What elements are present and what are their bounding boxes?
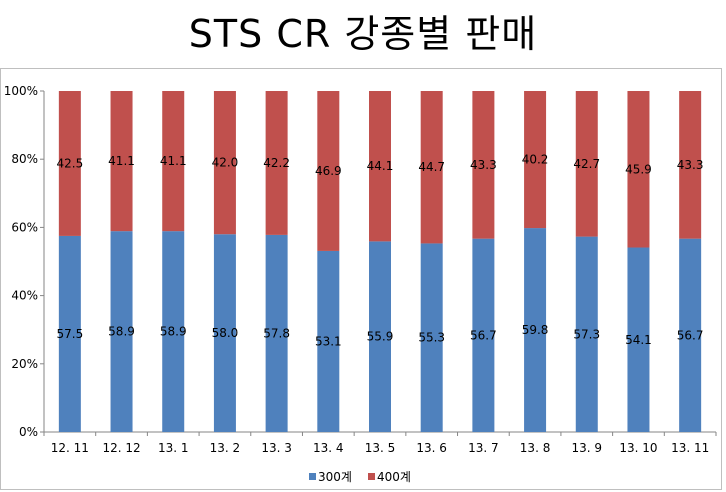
y-tick-label: 0% xyxy=(19,425,38,439)
x-tick-label: 13. 8 xyxy=(520,441,551,455)
bar-series-300 xyxy=(575,236,598,432)
chart-title: STS CR 강종별 판매 xyxy=(188,12,538,56)
bar-series-400 xyxy=(162,91,185,232)
data-label: 58.9 xyxy=(108,325,135,339)
data-label: 55.9 xyxy=(367,330,394,344)
x-tick-label: 13. 10 xyxy=(619,441,657,455)
data-label: 44.7 xyxy=(418,160,445,174)
y-tick-label: 40% xyxy=(11,289,38,303)
x-tick-label: 13. 7 xyxy=(468,441,499,455)
data-label: 58.0 xyxy=(212,326,239,340)
data-label: 41.1 xyxy=(160,154,187,168)
bar-series-400 xyxy=(524,91,547,229)
bar-series-400 xyxy=(575,91,598,237)
bar-series-400 xyxy=(627,91,650,248)
data-label: 55.3 xyxy=(418,331,445,345)
bar-series-400 xyxy=(369,91,391,242)
legend-label: 300계 xyxy=(318,470,352,484)
data-label: 56.7 xyxy=(470,328,497,342)
data-label: 44.1 xyxy=(367,159,394,173)
data-label: 42.5 xyxy=(56,156,83,170)
bar-series-400 xyxy=(317,91,340,251)
data-label: 46.9 xyxy=(315,164,342,178)
bar-series-400 xyxy=(472,91,495,239)
chart-frame xyxy=(0,68,722,490)
data-label: 42.7 xyxy=(573,157,600,171)
bar-series-300 xyxy=(627,247,650,432)
bar-series-300 xyxy=(317,250,340,432)
legend-label: 400계 xyxy=(377,470,411,484)
data-label: 54.1 xyxy=(625,333,652,347)
y-tick-label: 80% xyxy=(11,152,38,166)
bar-series-300 xyxy=(369,241,391,432)
x-tick-label: 13. 3 xyxy=(261,441,292,455)
bar-series-400 xyxy=(213,91,236,235)
bar-series-400 xyxy=(679,91,702,239)
bar-series-300 xyxy=(265,234,288,432)
bar-series-300 xyxy=(162,231,185,432)
x-tick-label: 12. 11 xyxy=(51,441,89,455)
bar-series-300 xyxy=(472,238,495,432)
y-tick-label: 100% xyxy=(4,84,38,98)
data-label: 45.9 xyxy=(625,162,652,176)
y-tick-label: 60% xyxy=(11,220,38,234)
data-label: 57.5 xyxy=(56,327,83,341)
bar-series-300 xyxy=(420,243,443,432)
data-label: 41.1 xyxy=(108,154,135,168)
bar-series-400 xyxy=(58,91,81,236)
bar-series-400 xyxy=(420,91,443,244)
data-label: 59.8 xyxy=(522,323,549,337)
legend-swatch xyxy=(368,473,375,480)
data-label: 57.8 xyxy=(263,326,290,340)
x-tick-label: 13. 9 xyxy=(571,441,602,455)
data-label: 57.3 xyxy=(573,327,600,341)
x-tick-label: 13. 5 xyxy=(365,441,396,455)
x-tick-label: 13. 2 xyxy=(210,441,241,455)
x-tick-label: 13. 4 xyxy=(313,441,344,455)
bar-series-400 xyxy=(265,91,288,235)
data-label: 53.1 xyxy=(315,334,342,348)
x-tick-label: 13. 11 xyxy=(671,441,709,455)
x-tick-label: 13. 1 xyxy=(158,441,189,455)
data-label: 58.9 xyxy=(160,325,187,339)
data-label: 56.7 xyxy=(677,328,704,342)
data-label: 42.0 xyxy=(212,156,239,170)
bar-series-400 xyxy=(110,91,133,232)
y-tick-label: 20% xyxy=(11,357,38,371)
bar-series-300 xyxy=(58,235,81,432)
bar-series-300 xyxy=(213,234,236,432)
bar-series-300 xyxy=(110,231,133,432)
data-label: 43.3 xyxy=(470,158,497,172)
bar-series-300 xyxy=(679,238,702,432)
data-label: 43.3 xyxy=(677,158,704,172)
x-tick-label: 12. 12 xyxy=(102,441,140,455)
data-label: 42.2 xyxy=(263,156,290,170)
x-tick-label: 13. 6 xyxy=(416,441,447,455)
data-label: 40.2 xyxy=(522,153,549,167)
bar-series-300 xyxy=(524,228,547,432)
legend-swatch xyxy=(309,473,316,480)
